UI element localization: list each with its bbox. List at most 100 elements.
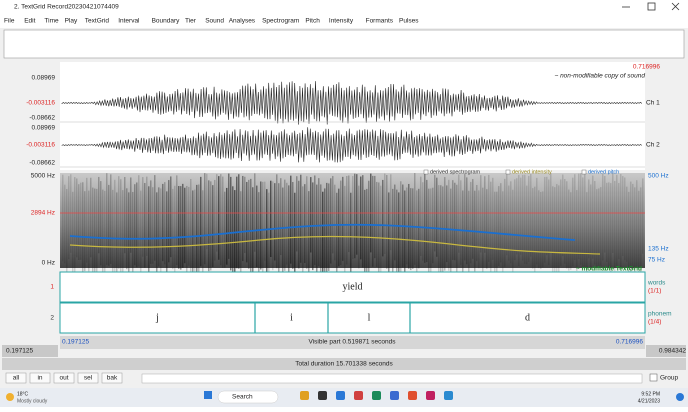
spectrogram-column <box>338 189 340 267</box>
app-icon[interactable] <box>300 391 309 400</box>
menu-item[interactable]: Interval <box>118 18 140 25</box>
freq-cursor: 2894 Hz <box>31 210 55 217</box>
app-icon[interactable] <box>336 391 345 400</box>
spectrogram-column <box>622 176 624 256</box>
spectrogram-column <box>636 180 638 267</box>
spectrogram-column <box>110 174 112 264</box>
legend-box <box>582 170 586 174</box>
text-field[interactable] <box>4 30 684 58</box>
spectrogram-column <box>90 178 92 258</box>
spectrogram-column <box>152 187 154 263</box>
spectrogram-column <box>608 182 610 268</box>
interval-label[interactable]: yield <box>343 281 363 292</box>
tiers: 1words(1/1)yield2phonem(1/4)jild <box>50 272 671 333</box>
spectrogram-column <box>220 174 222 265</box>
menu-item[interactable]: Tier <box>185 18 197 25</box>
spectrogram-column <box>476 185 478 261</box>
menu-item[interactable]: Edit <box>24 18 35 25</box>
spectrogram-column <box>470 182 472 263</box>
interval-label[interactable]: i <box>290 312 293 323</box>
total-duration: Total duration 15.701338 seconds <box>295 361 393 368</box>
spectrogram-column <box>420 177 422 256</box>
interval-label[interactable]: d <box>525 312 530 323</box>
spectrogram-column <box>102 190 104 275</box>
app-icon[interactable] <box>318 391 327 400</box>
spectrogram-column <box>84 191 86 271</box>
spectrogram-column <box>246 182 248 262</box>
spectrogram-column <box>160 188 162 275</box>
spectrogram-column <box>414 173 416 265</box>
spectrogram-column <box>356 174 358 255</box>
interval-label[interactable]: j <box>155 312 159 323</box>
menu-item[interactable]: File <box>4 18 15 25</box>
menu-item[interactable]: Pulses <box>399 18 419 25</box>
spectrogram-column <box>460 180 462 264</box>
spectrogram-column <box>214 180 216 261</box>
visible-part: Visible part 0.519871 seconds <box>309 339 397 346</box>
spectrogram-column <box>544 177 546 263</box>
notification[interactable] <box>676 393 684 401</box>
menu-item[interactable]: Analyses <box>229 18 256 25</box>
menu-item[interactable]: Pitch <box>305 18 320 25</box>
spectrogram-column <box>150 180 152 263</box>
menu-item[interactable]: Spectrogram <box>262 18 299 25</box>
tier-name: phonem <box>648 311 672 318</box>
buttons: allinoutselbak <box>6 373 122 383</box>
spectrogram-column <box>494 192 496 285</box>
spectrogram-column <box>116 192 118 281</box>
app-icon[interactable] <box>390 391 399 400</box>
visible-start: 0.197125 <box>62 339 89 346</box>
spectrogram-column <box>554 187 556 278</box>
spectrogram-column <box>352 176 354 259</box>
spectrogram-column <box>128 192 130 282</box>
spectrogram-column <box>610 183 612 272</box>
menu-item[interactable]: Sound <box>205 18 224 25</box>
app-icon[interactable] <box>408 391 417 400</box>
spectrogram-column <box>264 182 266 261</box>
spectrogram-column <box>534 187 536 278</box>
spectrogram-column <box>462 190 464 274</box>
spectrogram-column <box>332 176 334 253</box>
app-icon[interactable] <box>426 391 435 400</box>
spectrogram-column <box>280 178 282 255</box>
spectrogram-column <box>200 177 202 266</box>
spectrogram-column <box>286 183 288 265</box>
menu-item[interactable]: Play <box>65 18 78 25</box>
spectrogram-column <box>364 190 366 273</box>
spectrogram-column <box>300 175 302 263</box>
spectrogram-column <box>498 186 500 266</box>
menu-item[interactable]: Formants <box>366 18 394 25</box>
spectrogram-column <box>490 182 492 273</box>
menu-item[interactable]: TextGrid <box>85 18 110 25</box>
spectrogram-column <box>74 177 76 272</box>
menu-item[interactable]: Boundary <box>152 18 181 25</box>
spectrogram-column <box>604 176 606 253</box>
spectrogram-column <box>320 184 322 272</box>
spectrogram-column <box>588 179 590 258</box>
spectrogram-column <box>98 177 100 253</box>
spectrogram-column <box>108 185 110 266</box>
legend-label: derived spectrogram <box>430 169 481 175</box>
spectrogram-column <box>398 192 400 279</box>
spectrogram-column <box>348 175 350 252</box>
spectrogram-column <box>106 173 108 265</box>
spectrogram-column <box>504 179 506 267</box>
start-button[interactable] <box>204 391 212 399</box>
spectrogram-column <box>120 179 122 273</box>
app-icon[interactable] <box>354 391 363 400</box>
group-checkbox[interactable] <box>650 374 657 381</box>
app-icon[interactable] <box>444 391 453 400</box>
menu-item[interactable]: Intensity <box>329 18 354 25</box>
menu-item[interactable]: Time <box>44 18 59 25</box>
interval-label[interactable]: l <box>368 312 371 323</box>
spectrogram-column <box>350 193 352 277</box>
scrollbar[interactable] <box>142 374 642 383</box>
app-icon[interactable] <box>372 391 381 400</box>
praat-window: 2. TextGrid Record20230421074409 FileEdi… <box>0 0 688 407</box>
spectrogram-column <box>484 176 486 252</box>
legend-box <box>424 170 428 174</box>
spectrogram-column <box>632 184 634 270</box>
spectrogram-column <box>442 186 444 276</box>
spectrogram-column <box>130 177 132 252</box>
spectrogram-column <box>78 184 80 260</box>
